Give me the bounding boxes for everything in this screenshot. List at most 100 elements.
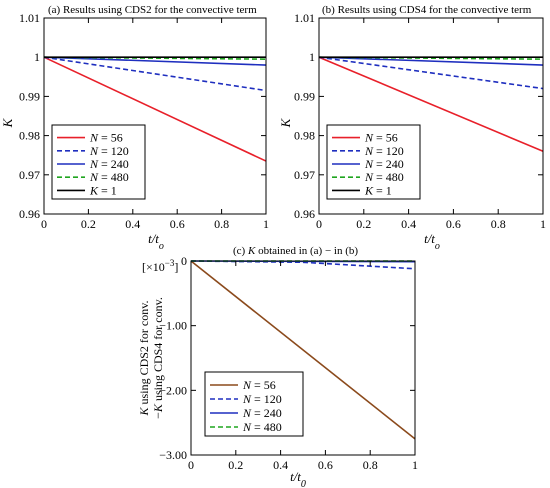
- y-tick-label: 0.96: [19, 207, 40, 221]
- legend-entry-val: = 120: [251, 392, 282, 406]
- legend-entry-var: N: [242, 406, 252, 420]
- legend-entry-var: N: [242, 420, 252, 434]
- x-tick-label: 0: [41, 217, 47, 231]
- x-axis-label: t/t0: [290, 469, 306, 488]
- legend-entry-var: N: [364, 157, 374, 171]
- x-tick-label: 0.6: [318, 458, 333, 472]
- legend-entry: N = 120: [89, 144, 129, 158]
- x-axis-label-sub: o: [159, 241, 164, 252]
- series-line-240-panel-2: [318, 56, 544, 66]
- x-tick-label: 1: [263, 217, 269, 231]
- x-axis-label: t/to: [424, 231, 440, 252]
- y-axis-label-part: K: [151, 403, 165, 413]
- y-axis-label-part: using CDS2 for conv.: [137, 301, 151, 408]
- legend-entry-val: = 120: [98, 144, 129, 158]
- legend-entry: N = 240: [89, 157, 129, 171]
- legend-entry: N = 56: [242, 378, 276, 392]
- y-tick-label: 1.01: [19, 11, 40, 25]
- y-tick-label: 1.01: [294, 11, 315, 25]
- x-tick-label: 0.8: [214, 217, 229, 231]
- x-tick-label: 0.8: [491, 217, 506, 231]
- y-scale-close: ]: [174, 260, 178, 274]
- legend-entry: K = 1: [364, 183, 392, 197]
- chart-title: (c) K obtained in (a) − in (b): [233, 245, 358, 257]
- chart-title: (a) Results using CDS2 for the convectiv…: [48, 4, 257, 16]
- legend-entry-val: = 56: [98, 131, 123, 145]
- y-tick-label: 0.98: [19, 129, 40, 143]
- legend-entry: N = 480: [364, 170, 404, 184]
- y-axis-label: −K using CDS4 for conv.: [151, 297, 165, 419]
- legend-entry-var: N: [89, 131, 99, 145]
- legend-entry-var: N: [364, 131, 374, 145]
- legend-entry-var: N: [364, 144, 374, 158]
- plot-frame: [318, 17, 544, 215]
- y-tick-label: −3.00: [159, 448, 187, 462]
- x-tick-label: 0.2: [81, 217, 96, 231]
- legend-entry: N = 120: [242, 392, 282, 406]
- legend-entry-val: = 240: [98, 157, 129, 171]
- x-tick-label: 0.6: [170, 217, 185, 231]
- chart-title-part: obtained in (a) − in (b): [255, 245, 358, 257]
- x-tick-label: 0.4: [401, 217, 416, 231]
- y-tick-label: 1: [34, 50, 40, 64]
- legend-entry-val: = 240: [373, 157, 404, 171]
- y-tick-label: 1: [309, 50, 315, 64]
- y-axis-label: K using CDS2 for conv.: [137, 301, 151, 417]
- x-axis-label-sub: o: [435, 241, 440, 252]
- legend-entry-val: = 1: [98, 183, 117, 197]
- legend-entry-val: = 480: [98, 170, 129, 184]
- x-axis-label-main: t/t: [148, 231, 159, 246]
- series-line-120-panel-1: [43, 56, 267, 92]
- series-line-480-panel-1: [43, 56, 267, 60]
- legend-entry-val: = 480: [251, 420, 282, 434]
- legend-entry-val: = 240: [251, 406, 282, 420]
- x-tick-label: 0.6: [446, 217, 461, 231]
- legend-entry-var: N: [242, 378, 252, 392]
- series-line-120-panel-2: [318, 56, 544, 90]
- x-axis-label-sub: 0: [301, 479, 306, 488]
- x-tick-label: 0.4: [125, 217, 140, 231]
- y-tick-label: 0.97: [294, 168, 315, 182]
- legend-box: [204, 371, 304, 437]
- y-tick-label: 0.99: [19, 89, 40, 103]
- chart-title-part: (c): [233, 245, 248, 257]
- x-tick-label: 0.2: [228, 458, 243, 472]
- y-tick-label: −2.00: [159, 383, 187, 397]
- x-tick-label: 0.2: [356, 217, 371, 231]
- y-tick-label: −1.00: [159, 319, 187, 333]
- y-tick-label: 0.99: [294, 89, 315, 103]
- y-scale-base: [×10: [142, 260, 165, 274]
- chart-title-part: K: [247, 245, 256, 257]
- x-tick-label: 0.4: [273, 458, 288, 472]
- legend-entry-var: N: [89, 144, 99, 158]
- y-axis-label: K: [278, 117, 293, 128]
- series-line-480-panel-2: [318, 56, 544, 60]
- legend-entry: K = 1: [89, 183, 117, 197]
- legend-entry-val: = 120: [373, 144, 404, 158]
- y-tick-label: 0: [181, 254, 187, 268]
- legend-entry: N = 120: [364, 144, 404, 158]
- series-line-120-panel-3: [190, 260, 416, 270]
- legend-entry-var: N: [242, 392, 252, 406]
- plot-frame: [43, 17, 267, 215]
- legend-entry-var: N: [89, 157, 99, 171]
- legend-entry: N = 240: [364, 157, 404, 171]
- legend-entry: N = 480: [242, 420, 282, 434]
- series-line-56-panel-3: [190, 260, 416, 440]
- x-tick-label: 1: [412, 458, 418, 472]
- x-tick-label: 0: [316, 217, 322, 231]
- legend-entry-var: N: [89, 170, 99, 184]
- legend-entry: N = 56: [89, 131, 123, 145]
- y-scale-label: [×10−3]: [142, 258, 178, 274]
- series-line-56-panel-1: [43, 56, 267, 162]
- y-axis-label-part: K: [137, 406, 151, 416]
- y-axis-label: K: [0, 117, 15, 128]
- x-axis-label-main: t/t: [424, 231, 435, 246]
- y-axis-label-part: using CDS4 for conv.: [151, 297, 165, 404]
- x-axis-label: t/to: [148, 231, 164, 252]
- series-line-240-panel-1: [43, 56, 267, 66]
- x-tick-label: 1: [540, 217, 546, 231]
- legend-entry-var: N: [364, 170, 374, 184]
- legend-entry-val: = 56: [373, 131, 398, 145]
- legend-entry-var: K: [89, 183, 99, 197]
